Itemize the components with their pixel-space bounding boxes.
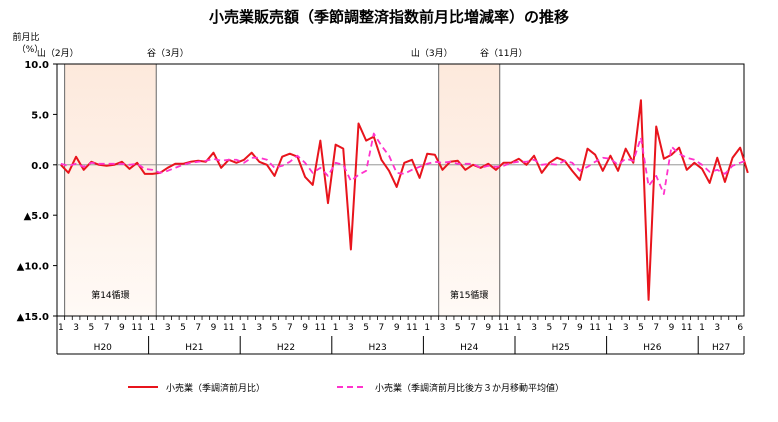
x-month-label: 7 [653, 323, 659, 333]
x-month-label: 6 [737, 323, 743, 333]
x-year-label: H26 [643, 343, 661, 353]
x-month-label: 5 [455, 323, 461, 333]
x-month-label: 7 [104, 323, 110, 333]
x-month-label: 3 [623, 323, 629, 333]
x-year-label: H27 [712, 343, 730, 353]
x-month-label: 3 [714, 323, 720, 333]
x-month-label: 5 [363, 323, 369, 333]
x-month-label: 5 [180, 323, 186, 333]
x-month-label: 7 [287, 323, 293, 333]
cycle-label-4: 谷（11月） [480, 48, 527, 59]
cycle-label-3: 山（3月） [411, 48, 453, 59]
x-month-label: 3 [348, 323, 354, 333]
series-line-2 [60, 132, 749, 195]
x-month-label: 7 [562, 323, 568, 333]
legend-label-2: 小売業（季調済前月比後方３か月移動平均値） [375, 382, 564, 394]
x-month-label: 3 [256, 323, 262, 333]
period-label-1: 第14循環 [91, 289, 129, 301]
y-axis: 10.0 5.0 0.0 ▲5.0 ▲10.0 ▲15.0 [17, 60, 57, 323]
legend-label-1: 小売業（季調済前月比） [166, 382, 265, 394]
x-month-label: 3 [440, 323, 446, 333]
x-month-label: 1 [241, 323, 247, 333]
x-month-label: 1 [333, 323, 339, 333]
x-year-label: H21 [185, 343, 203, 353]
x-month-label: 11 [131, 323, 142, 333]
x-month-label: 1 [516, 323, 522, 333]
x-month-label: 3 [531, 323, 537, 333]
cycle-labels: 山（2月） 谷（3月） 山（3月） 谷（11月） [37, 48, 528, 59]
x-month-label: 7 [379, 323, 385, 333]
x-month-label: 1 [150, 323, 156, 333]
x-month-label: 11 [406, 323, 417, 333]
x-month-label: 3 [165, 323, 171, 333]
x-month-label: 9 [485, 323, 491, 333]
x-month-label: 5 [638, 323, 644, 333]
x-month-label: 11 [589, 323, 600, 333]
x-year-label: H23 [368, 343, 386, 353]
x-month-label: 7 [195, 323, 201, 333]
x-month-label: 11 [681, 323, 692, 333]
x-year-label: H22 [277, 343, 295, 353]
x-month-label: 1 [699, 323, 705, 333]
period-label-2: 第15循環 [450, 289, 488, 301]
x-month-label: 5 [272, 323, 278, 333]
y-tick-label: ▲15.0 [17, 312, 49, 323]
series-line-1 [60, 99, 749, 301]
y-tick-label: ▲10.0 [17, 262, 49, 273]
x-month-label: 9 [119, 323, 125, 333]
x-month-label: 1 [608, 323, 614, 333]
x-month-label: 9 [302, 323, 308, 333]
shaded-periods: 第14循環 第15循環 [64, 64, 501, 316]
x-month-label: 5 [88, 323, 94, 333]
x-month-label: 1 [58, 323, 64, 333]
y-axis-unit: （%） [17, 44, 44, 55]
x-year-label: H24 [460, 343, 478, 353]
shaded-period-2 [438, 64, 500, 316]
x-month-label: 11 [315, 323, 326, 333]
y-tick-label: ▲5.0 [24, 211, 49, 222]
shaded-period-1 [64, 64, 157, 316]
cycle-label-2: 谷（3月） [147, 48, 189, 59]
x-month-label: 7 [470, 323, 476, 333]
x-year-label: H25 [552, 343, 570, 353]
x-month-label: 9 [211, 323, 217, 333]
series-lines [60, 99, 749, 301]
x-month-label: 11 [223, 323, 234, 333]
x-month-label: 9 [394, 323, 400, 333]
cycle-label-1: 山（2月） [37, 48, 79, 59]
y-tick-label: 10.0 [24, 60, 49, 71]
x-month-label: 9 [669, 323, 675, 333]
x-month-label: 5 [546, 323, 552, 333]
y-tick-label: 0.0 [31, 161, 49, 172]
x-month-label: 1 [424, 323, 430, 333]
chart-title: 小売業販売額（季節調整済指数前月比増減率）の推移 [209, 8, 569, 26]
x-month-label: 3 [73, 323, 79, 333]
y-tick-label: 5.0 [31, 110, 49, 121]
x-month-label: 11 [498, 323, 509, 333]
x-month-label: 9 [577, 323, 583, 333]
y-axis-label: 前月比 [12, 31, 39, 43]
legend: 小売業（季調済前月比） 小売業（季調済前月比後方３か月移動平均値） [128, 382, 564, 394]
x-year-label: H20 [94, 343, 112, 353]
